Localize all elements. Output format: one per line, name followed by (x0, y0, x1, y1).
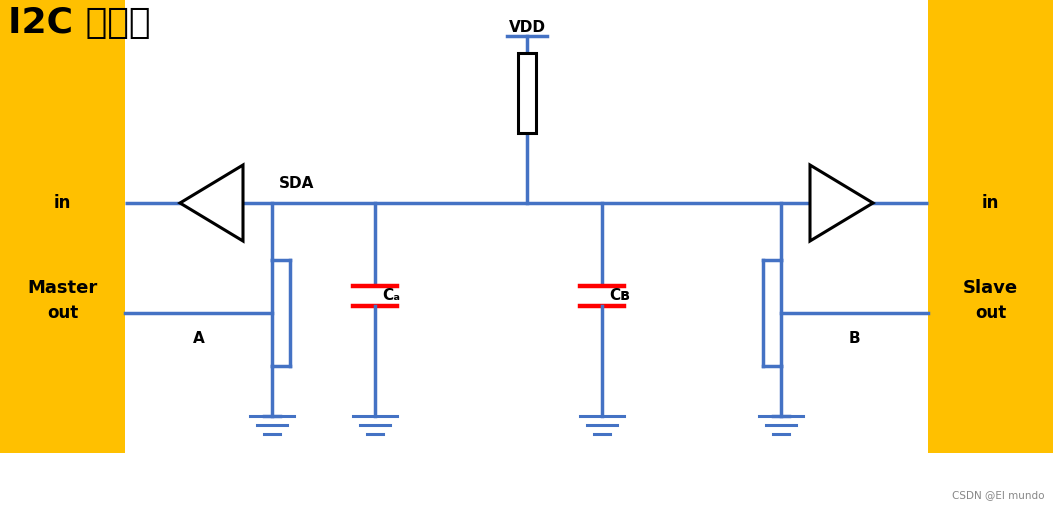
Text: B: B (849, 331, 860, 346)
Bar (0, 0, 125, 453)
Polygon shape (180, 165, 243, 241)
Text: CSDN @El mundo: CSDN @El mundo (953, 490, 1045, 500)
Polygon shape (810, 165, 873, 241)
Text: Cʙ: Cʙ (609, 289, 630, 303)
Bar (928, 0, 1053, 453)
Text: out: out (47, 304, 78, 322)
Text: VDD: VDD (509, 20, 545, 35)
Text: in: in (54, 194, 72, 212)
Text: out: out (975, 304, 1006, 322)
Text: A: A (193, 331, 204, 346)
Text: SDA: SDA (279, 176, 315, 191)
Text: Slave: Slave (962, 279, 1018, 297)
Text: I2C 电路图: I2C 电路图 (8, 6, 151, 40)
Text: Master: Master (27, 279, 98, 297)
Text: in: in (981, 194, 999, 212)
Text: Cₐ: Cₐ (382, 289, 400, 303)
Bar (518, 53, 536, 133)
